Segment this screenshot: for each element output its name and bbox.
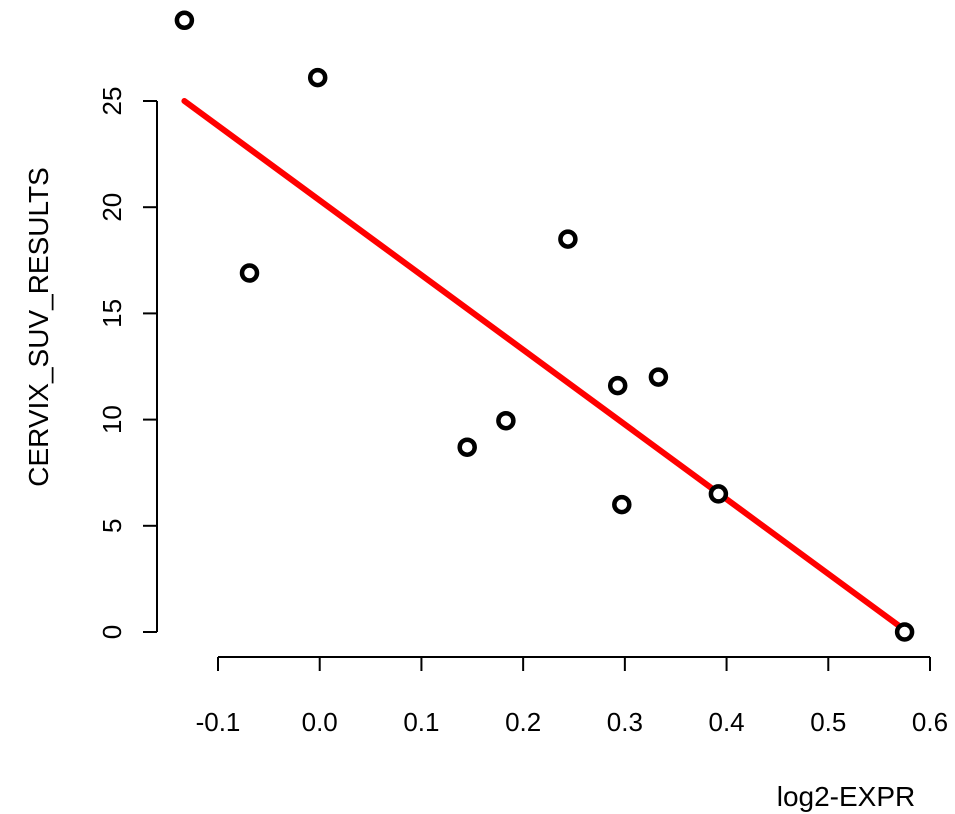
data-point — [648, 367, 669, 387]
x-tick-label: 0.2 — [505, 707, 541, 737]
x-tick-label: 0.6 — [912, 707, 948, 737]
x-tick-label: -0.1 — [196, 707, 241, 737]
data-point — [174, 10, 195, 31]
data-point — [607, 375, 628, 396]
y-tick-label: 0 — [97, 625, 127, 639]
plot-area — [174, 10, 915, 642]
data-points-layer — [174, 10, 915, 642]
data-point — [894, 622, 915, 642]
x-tick-label: 0.5 — [810, 707, 846, 737]
regression-line — [181, 98, 908, 633]
x-tick-label: 0.1 — [403, 707, 439, 737]
x-tick-label: 0.3 — [607, 707, 643, 737]
y-tick-label: 15 — [97, 299, 127, 328]
data-point — [558, 229, 578, 249]
y-tick-label: 10 — [97, 405, 127, 434]
data-point — [708, 484, 729, 504]
data-point — [496, 410, 516, 431]
data-point — [307, 67, 328, 88]
x-axis-title: log2-EXPR — [777, 781, 916, 812]
y-tick-label: 20 — [97, 193, 127, 222]
data-point — [239, 263, 260, 283]
y-tick-label: 5 — [97, 519, 127, 533]
x-tick-label: 0.0 — [302, 707, 338, 737]
y-tick-label: 25 — [97, 87, 127, 116]
data-point — [457, 437, 477, 457]
y-axis-title: CERVIX_SUV_RESULTS — [23, 167, 54, 487]
y-axis: 0 5 10 15 20 25 — [97, 87, 158, 639]
x-tick-label: 0.4 — [708, 707, 744, 737]
regression-line-layer — [181, 98, 908, 633]
x-axis: -0.1 0.0 0.1 0.2 0.3 0.4 0.5 0.6 — [196, 656, 948, 737]
data-point — [612, 494, 632, 515]
